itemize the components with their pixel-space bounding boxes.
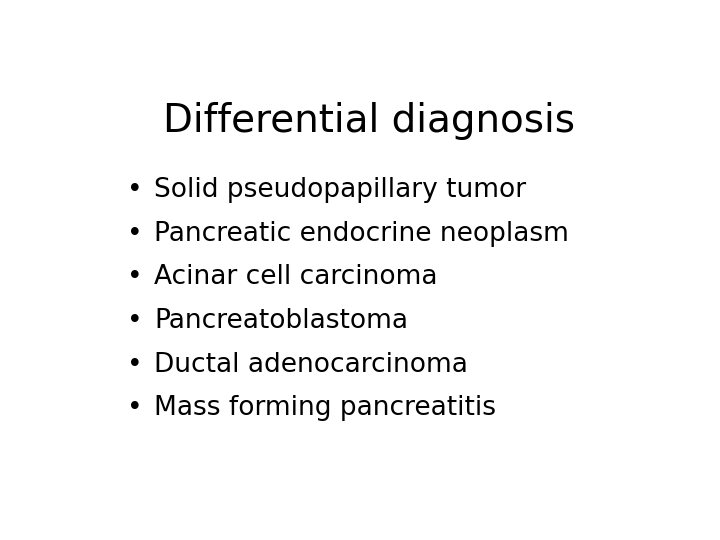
Text: Differential diagnosis: Differential diagnosis <box>163 102 575 140</box>
Text: Acinar cell carcinoma: Acinar cell carcinoma <box>154 265 438 291</box>
Text: Solid pseudopapillary tumor: Solid pseudopapillary tumor <box>154 177 526 203</box>
Text: •: • <box>127 352 143 377</box>
Text: Pancreatic endocrine neoplasm: Pancreatic endocrine neoplasm <box>154 221 569 247</box>
Text: Pancreatoblastoma: Pancreatoblastoma <box>154 308 408 334</box>
Text: •: • <box>127 395 143 421</box>
Text: •: • <box>127 177 143 203</box>
Text: Ductal adenocarcinoma: Ductal adenocarcinoma <box>154 352 468 377</box>
Text: •: • <box>127 308 143 334</box>
Text: •: • <box>127 265 143 291</box>
Text: Mass forming pancreatitis: Mass forming pancreatitis <box>154 395 496 421</box>
Text: •: • <box>127 221 143 247</box>
